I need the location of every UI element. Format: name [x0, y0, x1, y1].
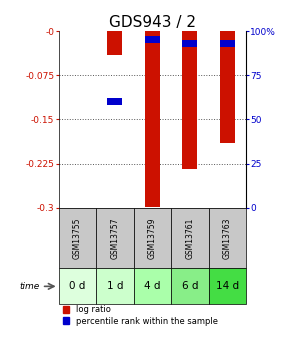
Bar — [209, 208, 246, 268]
Text: 0 d: 0 d — [69, 282, 86, 291]
Text: 4 d: 4 d — [144, 282, 161, 291]
Bar — [145, 36, 160, 43]
Text: time: time — [20, 282, 40, 291]
Bar — [171, 268, 209, 304]
Text: GSM13755: GSM13755 — [73, 217, 82, 259]
Text: GSM13759: GSM13759 — [148, 217, 157, 259]
Text: 6 d: 6 d — [182, 282, 198, 291]
Bar — [134, 268, 171, 304]
Legend: log ratio, percentile rank within the sample: log ratio, percentile rank within the sa… — [63, 305, 218, 325]
Bar — [59, 268, 96, 304]
Bar — [59, 208, 96, 268]
Bar — [134, 208, 171, 268]
Bar — [220, 40, 235, 47]
Bar — [182, 40, 197, 47]
Text: GSM13757: GSM13757 — [110, 217, 119, 259]
Bar — [107, 98, 122, 105]
Text: GSM13761: GSM13761 — [185, 217, 194, 259]
Title: GDS943 / 2: GDS943 / 2 — [109, 15, 196, 30]
Bar — [145, 31, 160, 207]
Bar — [182, 31, 197, 169]
Text: 1 d: 1 d — [107, 282, 123, 291]
Bar — [220, 31, 235, 143]
Text: GSM13763: GSM13763 — [223, 217, 232, 259]
Text: 14 d: 14 d — [216, 282, 239, 291]
Bar — [96, 208, 134, 268]
Bar — [171, 208, 209, 268]
Bar — [209, 268, 246, 304]
Bar — [107, 31, 122, 55]
Bar — [96, 268, 134, 304]
